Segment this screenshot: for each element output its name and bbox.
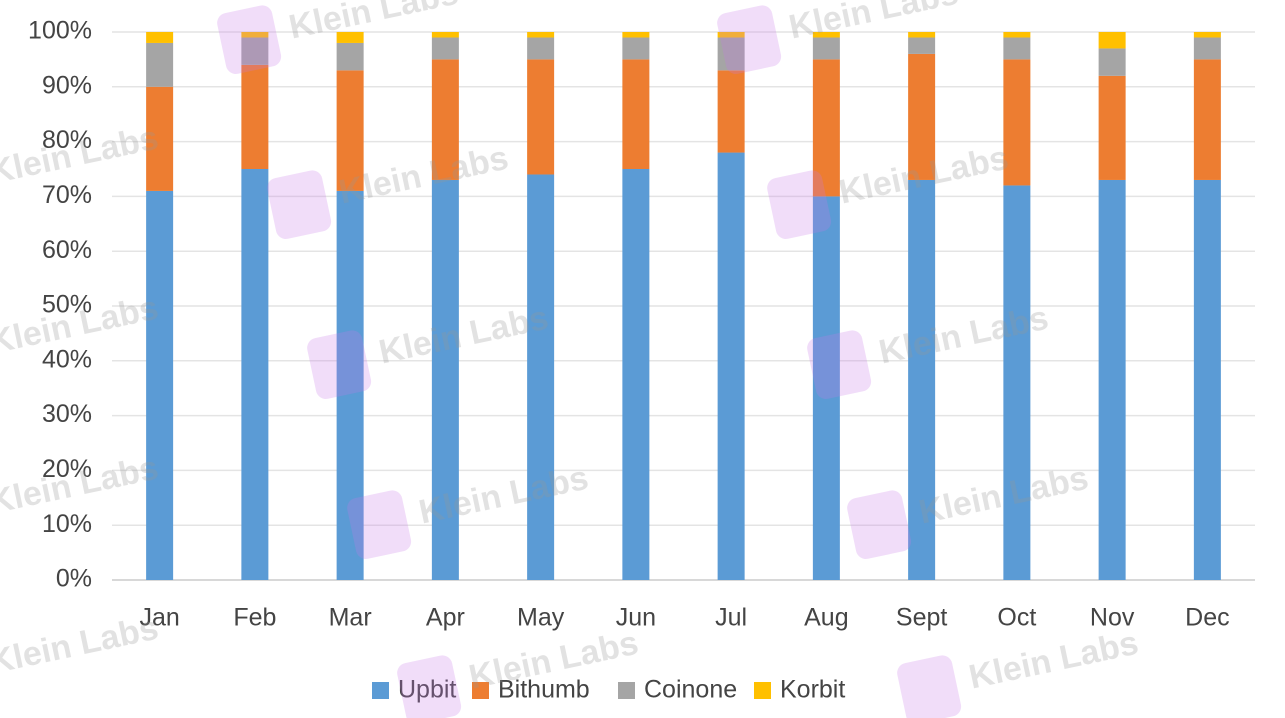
x-tick-label: Jan [139, 604, 179, 632]
bar-segment [336, 42, 364, 71]
y-tick-label: 20% [42, 455, 92, 483]
y-tick-label: 80% [42, 126, 92, 154]
y-tick-label: 30% [42, 400, 92, 428]
bar-segment [812, 37, 840, 60]
bar-segment [1193, 32, 1221, 38]
bar-segment [1003, 185, 1031, 580]
bar-segment [622, 32, 650, 38]
bar-segment [1193, 179, 1221, 580]
bar-segment [431, 37, 459, 60]
watermark-text: Klein Labs [0, 609, 162, 682]
watermark-logo [307, 330, 372, 399]
watermark: Klein Labs [847, 459, 1092, 559]
bar-segment [908, 53, 936, 180]
x-tick-label: Sept [896, 604, 947, 632]
bar-segment [431, 179, 459, 580]
watermark: Klein Labs [347, 459, 592, 559]
watermark-text: Klein Labs [966, 624, 1142, 697]
bar-segment [1193, 37, 1221, 60]
bar-segment [146, 32, 174, 43]
watermark: Klein Labs [767, 139, 1012, 239]
watermark-logo [767, 170, 832, 239]
bar-segment [241, 64, 269, 169]
bar-segment [717, 70, 745, 153]
bar-segment [908, 32, 936, 38]
legend-label: Upbit [398, 676, 456, 704]
y-tick-label: 100% [28, 17, 92, 45]
watermark-logo [217, 5, 282, 74]
bar-segment [336, 70, 364, 191]
watermark-logo [347, 490, 412, 559]
bar-segment [717, 37, 745, 71]
bar-segment [908, 179, 936, 580]
legend-label: Bithumb [498, 676, 590, 704]
bar-segment [527, 59, 555, 175]
bar-segment [146, 190, 174, 581]
watermark: Klein Labs [267, 139, 512, 239]
bar-segment [812, 32, 840, 38]
x-tick-label: Nov [1090, 604, 1135, 632]
bar-segment [717, 152, 745, 580]
y-tick-label: 50% [42, 291, 92, 319]
watermark-logo [267, 170, 332, 239]
bar-segment [1003, 37, 1031, 60]
watermark-logo [847, 490, 912, 559]
y-tick-label: 40% [42, 345, 92, 373]
bar-segment [527, 32, 555, 38]
bar-segment [527, 174, 555, 581]
bar-segment [527, 37, 555, 60]
y-tick-label: 60% [42, 236, 92, 264]
x-tick-label: Apr [426, 604, 465, 632]
bar-segment [1193, 59, 1221, 180]
bar-segment [622, 37, 650, 60]
bar-segment [812, 59, 840, 197]
x-tick-label: Mar [329, 604, 372, 632]
bar-segment [1098, 179, 1126, 580]
bar-segment [812, 196, 840, 580]
bar-segment [431, 59, 459, 180]
bar-segment [336, 32, 364, 43]
bar-segment [1098, 32, 1126, 49]
bar-segment [241, 32, 269, 38]
x-tick-label: Jul [715, 604, 747, 632]
legend-swatch [372, 682, 389, 699]
bar-segment [241, 169, 269, 580]
bar-segment [1098, 48, 1126, 76]
bar-segment [1098, 75, 1126, 180]
watermark-logo [897, 655, 962, 718]
x-tick-label: Oct [997, 604, 1036, 632]
watermark-logo [807, 330, 872, 399]
bar-segment [146, 86, 174, 191]
watermark-text: Klein Labs [786, 0, 962, 47]
y-tick-label: 70% [42, 181, 92, 209]
bar-segment [336, 190, 364, 581]
y-tick-label: 0% [56, 565, 92, 593]
watermark-logo [397, 655, 462, 718]
y-tick-label: 10% [42, 510, 92, 538]
legend-label: Korbit [780, 676, 845, 704]
x-tick-label: Feb [233, 604, 276, 632]
bar-segment [1003, 59, 1031, 186]
legend-swatch [754, 682, 771, 699]
bar-segment [431, 32, 459, 38]
x-tick-label: Aug [804, 604, 848, 632]
watermark-logo [717, 5, 782, 74]
bar-segment [908, 37, 936, 54]
watermark: Klein Labs [0, 609, 162, 682]
legend-label: Coinone [644, 676, 737, 704]
legend-swatch [472, 682, 489, 699]
bar-segment [717, 32, 745, 38]
bar-segment [622, 59, 650, 169]
bar-segment [1003, 32, 1031, 38]
bar-segment [622, 169, 650, 580]
y-tick-label: 90% [42, 71, 92, 99]
legend-swatch [618, 682, 635, 699]
x-tick-label: May [517, 604, 565, 632]
x-tick-label: Dec [1185, 604, 1229, 632]
bar-segment [241, 37, 269, 65]
bar-segment [146, 42, 174, 87]
x-tick-label: Jun [616, 604, 656, 632]
